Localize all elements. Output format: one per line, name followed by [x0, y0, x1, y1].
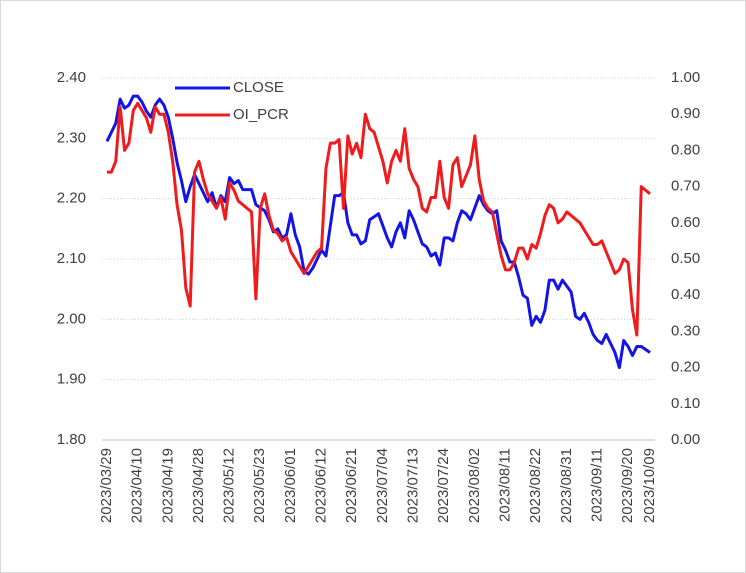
y-tick-label: 2.30 — [57, 129, 86, 146]
y-tick-label: 2.40 — [57, 69, 86, 86]
legend-label: OI_PCR — [233, 106, 289, 123]
x-tick-label: 2023/07/24 — [435, 448, 452, 523]
y-tick-label: 1.80 — [57, 431, 86, 448]
y2-tick-label: 0.90 — [671, 105, 700, 122]
x-tick-label: 2023/08/31 — [558, 448, 575, 523]
y-tick-label: 1.90 — [57, 371, 86, 388]
y2-tick-label: 0.80 — [671, 141, 700, 158]
x-tick-label: 2023/10/09 — [641, 448, 658, 523]
x-tick-label: 2023/04/28 — [190, 448, 207, 523]
x-tick-label: 2023/06/21 — [343, 448, 360, 523]
x-tick-label: 2023/07/04 — [374, 448, 391, 523]
series-line — [107, 101, 651, 337]
y2-tick-label: 0.20 — [671, 359, 700, 376]
y2-tick-label: 0.70 — [671, 178, 700, 195]
y-tick-label: 2.10 — [57, 250, 86, 267]
x-tick-label: 2023/08/22 — [527, 448, 544, 523]
x-tick-label: 2023/08/02 — [466, 448, 483, 523]
y-tick-label: 2.20 — [57, 190, 86, 207]
legend-label: CLOSE — [233, 79, 284, 96]
y2-tick-label: 0.00 — [671, 431, 700, 448]
x-tick-label: 2023/07/13 — [405, 448, 422, 523]
x-tick-label: 2023/09/11 — [588, 448, 605, 522]
x-tick-label: 2023/05/23 — [251, 448, 268, 523]
x-tick-label: 2023/05/12 — [221, 448, 238, 523]
x-tick-label: 2023/08/11 — [496, 448, 513, 522]
y2-tick-label: 0.10 — [671, 395, 700, 412]
y-tick-label: 2.00 — [57, 310, 86, 327]
x-tick-label: 2023/03/29 — [98, 448, 115, 523]
x-tick-label: 2023/04/10 — [129, 448, 146, 523]
series-line — [105, 94, 651, 370]
y2-tick-label: 0.50 — [671, 250, 700, 267]
x-tick-label: 2023/06/12 — [313, 448, 330, 523]
x-tick-label: 2023/06/01 — [282, 448, 299, 523]
y2-tick-label: 0.30 — [671, 322, 700, 339]
x-tick-label: 2023/04/19 — [159, 448, 176, 523]
y2-tick-label: 0.60 — [671, 214, 700, 231]
y2-tick-label: 0.40 — [671, 286, 700, 303]
x-tick-label: 2023/09/20 — [619, 448, 636, 523]
y2-tick-label: 1.00 — [671, 69, 700, 86]
